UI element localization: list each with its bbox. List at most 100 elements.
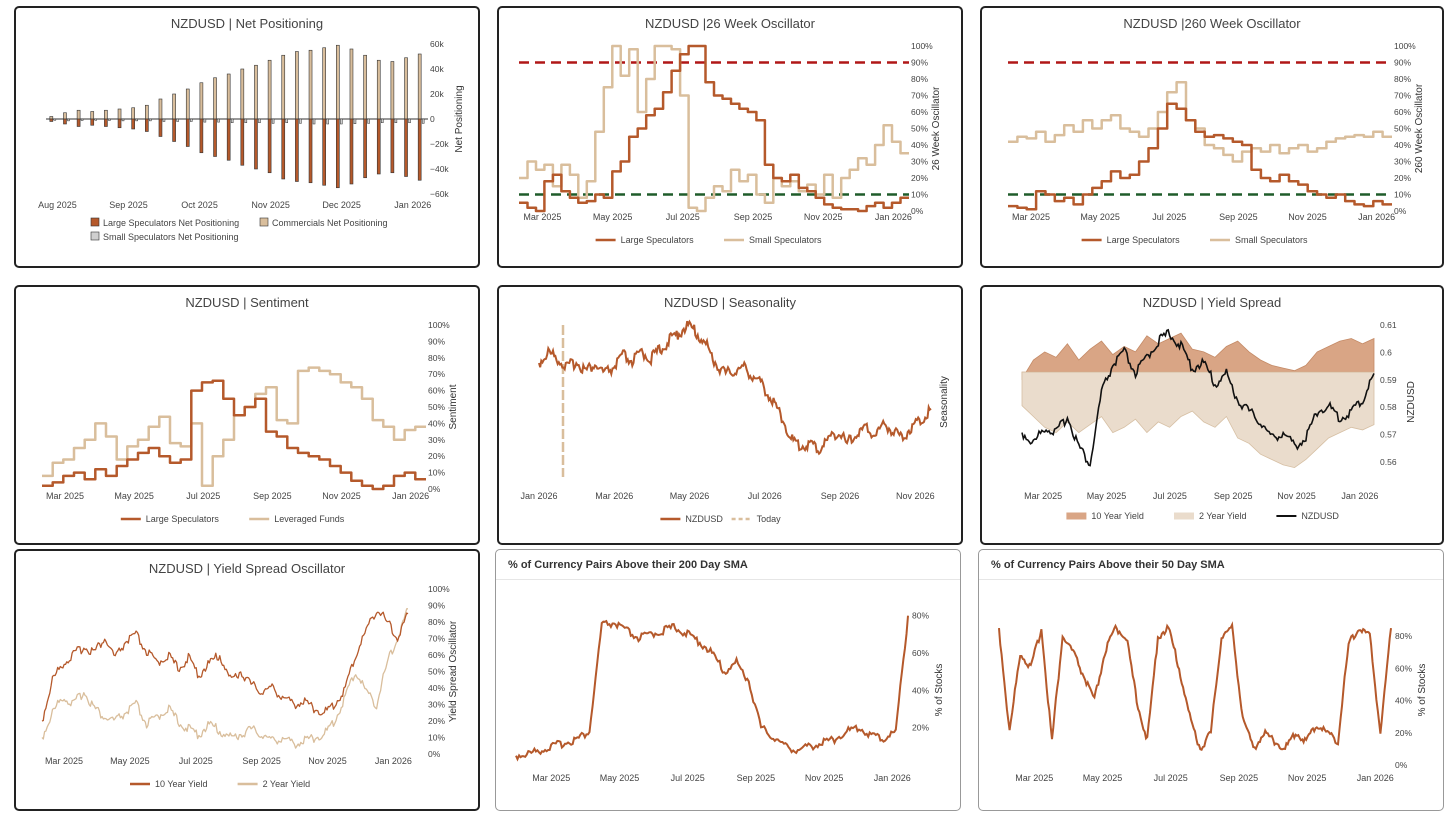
y-axis-label: Net Positioning	[454, 85, 465, 152]
y-tick-label: 0%	[428, 484, 441, 494]
panel-yield-spread-oscillator: NZDUSD | Yield Spread Oscillator 100% 90%…	[14, 549, 480, 811]
y-tick-label: 10%	[1394, 190, 1411, 200]
bar-large-speculators	[63, 118, 67, 125]
x-tick-label: Mar 2025	[45, 756, 83, 766]
series-line-large-speculators	[42, 379, 426, 491]
bar-commercials	[295, 51, 299, 120]
x-tick-label: Jan 2026	[1341, 491, 1378, 501]
x-tick-label: Sep 2025	[109, 200, 148, 210]
x-tick-label: Jan 2026	[875, 212, 912, 222]
bar-small-speculators	[408, 118, 411, 123]
divider	[496, 579, 960, 580]
x-tick-label: Mar 2025	[46, 491, 84, 501]
bar-commercials	[90, 111, 95, 120]
y-tick-label: 60%	[1394, 107, 1411, 117]
y-tick-label: 70%	[428, 369, 445, 379]
x-tick-label: May 2026	[670, 491, 710, 501]
x-tick-label: May 2025	[110, 756, 150, 766]
divider	[979, 579, 1443, 580]
y-tick-label: 50%	[911, 124, 928, 134]
series-line-nzdusd	[538, 319, 932, 456]
y-tick-label: 20%	[1394, 173, 1411, 183]
y-axis-label: 26 Week Oscillator	[931, 86, 942, 170]
y-tick-label: 40%	[428, 683, 445, 693]
area-2-year-yield	[1021, 371, 1375, 469]
bar-large-speculators	[158, 118, 163, 137]
bar-small-speculators	[271, 118, 275, 124]
chart-seasonality: Seasonality Jan 2026 Mar 2026 May 2026 Jul 2…	[520, 319, 950, 524]
bar-large-speculators	[376, 118, 381, 175]
bar-large-speculators	[349, 118, 354, 185]
y-tick-label: 40%	[911, 140, 928, 150]
bar-small-speculators	[230, 118, 234, 123]
y-tick-label: 100%	[428, 320, 450, 330]
y-tick-label: 60%	[912, 648, 929, 658]
y-tick-label: 80%	[1394, 74, 1411, 84]
bar-large-speculators	[213, 118, 217, 157]
chart-sentiment: 100% 90% 80% 70% 60% 50% 40% 30% 20% 10% 0% Sentime…	[42, 320, 459, 524]
x-tick-label: Sep 2025	[242, 756, 281, 766]
x-tick-label: Sep 2025	[1214, 491, 1253, 501]
y-tick-label: 0%	[428, 749, 441, 759]
x-tick-label: Nov 2025	[1288, 212, 1327, 222]
x-tick-label: Jul 2026	[748, 491, 782, 501]
bar-small-speculators	[367, 118, 370, 124]
y-tick-label: 0.56	[1380, 457, 1397, 467]
x-tick-label: Nov 2026	[896, 491, 935, 501]
chart-title: NZDUSD |260 Week Oscillator	[1123, 16, 1301, 31]
y-tick-label: 0%	[911, 206, 924, 216]
bar-small-speculators	[326, 118, 329, 125]
series-line-nzdusd	[1021, 328, 1375, 467]
bar-large-speculators	[104, 118, 108, 127]
chart-title: NZDUSD | Yield Spread Oscillator	[148, 561, 346, 576]
bar-large-speculators	[76, 118, 81, 127]
y-tick-label: 60%	[1395, 663, 1412, 673]
panel-sentiment: NZDUSD | Sentiment 100% 90% 80% 70% 60% 50% 40…	[14, 285, 480, 545]
x-tick-label: Mar 2025	[523, 212, 561, 222]
bar-small-speculators	[394, 118, 398, 123]
chart-title: NZDUSD | Sentiment	[185, 295, 309, 310]
y-tick-label: 80%	[912, 611, 929, 621]
y-axis-label: % of Stocks	[934, 664, 945, 717]
x-tick-label: Jul 2025	[1153, 491, 1187, 501]
y-tick-label: 20%	[428, 451, 445, 461]
x-tick-label: May 2025	[1083, 773, 1123, 783]
panel-260-week-oscillator: NZDUSD |260 Week Oscillator 100% 90% 80% 70…	[980, 6, 1444, 268]
panel-yield-spread: NZDUSD | Yield Spread 0.61 0.6 0.59 0.58 0.5…	[980, 285, 1444, 545]
bar-small-speculators	[162, 118, 166, 122]
x-tick-label: Sep 2025	[1219, 212, 1258, 222]
y-tick-label: −60k	[430, 189, 449, 199]
y-axis-label: NZDUSD	[1406, 381, 1417, 423]
legend-label: Leveraged Funds	[274, 514, 345, 524]
legend-label: NZDUSD	[685, 514, 723, 524]
bar-commercials	[158, 98, 163, 120]
chart-title: NZDUSD | Seasonality	[664, 295, 796, 310]
y-tick-label: 70%	[1394, 91, 1411, 101]
chart-260-week-oscillator: 100% 90% 80% 70% 60% 50% 40% 30% 20% 10% 0% 260 Wee…	[1008, 41, 1425, 245]
bar-commercials	[308, 49, 313, 120]
panel-seasonality: NZDUSD | Seasonality Seasonality Jan 2026…	[497, 285, 963, 545]
bar-commercials	[104, 109, 108, 120]
x-tick-label: Sep 2025	[737, 773, 776, 783]
legend-label: Large Speculators	[621, 235, 695, 245]
series-line-10-year-yield	[41, 611, 409, 722]
bar-commercials	[117, 108, 122, 120]
bar-large-speculators	[336, 118, 340, 189]
x-tick-label: Nov 2025	[251, 200, 290, 210]
x-tick-label: Sep 2025	[253, 491, 292, 501]
bar-small-speculators	[80, 118, 84, 121]
bar-commercials	[49, 116, 54, 120]
series-line-pct-of-stocks	[515, 615, 909, 762]
y-tick-label: 20%	[911, 173, 928, 183]
y-tick-label: 10%	[428, 468, 445, 478]
bar-commercials	[131, 107, 135, 120]
x-tick-label: Jul 2025	[1152, 212, 1186, 222]
x-tick-label: May 2025	[1087, 491, 1127, 501]
x-tick-label: Mar 2026	[595, 491, 633, 501]
bar-commercials	[417, 53, 422, 120]
chart-26-week-oscillator: 100% 90% 80% 70% 60% 50% 40% 30% 20% 10% 0% 26 Week…	[519, 41, 942, 245]
bar-commercials	[76, 109, 81, 120]
bar-large-speculators	[226, 118, 231, 161]
y-tick-label: 20%	[912, 723, 929, 733]
y-tick-label: 70%	[911, 91, 928, 101]
